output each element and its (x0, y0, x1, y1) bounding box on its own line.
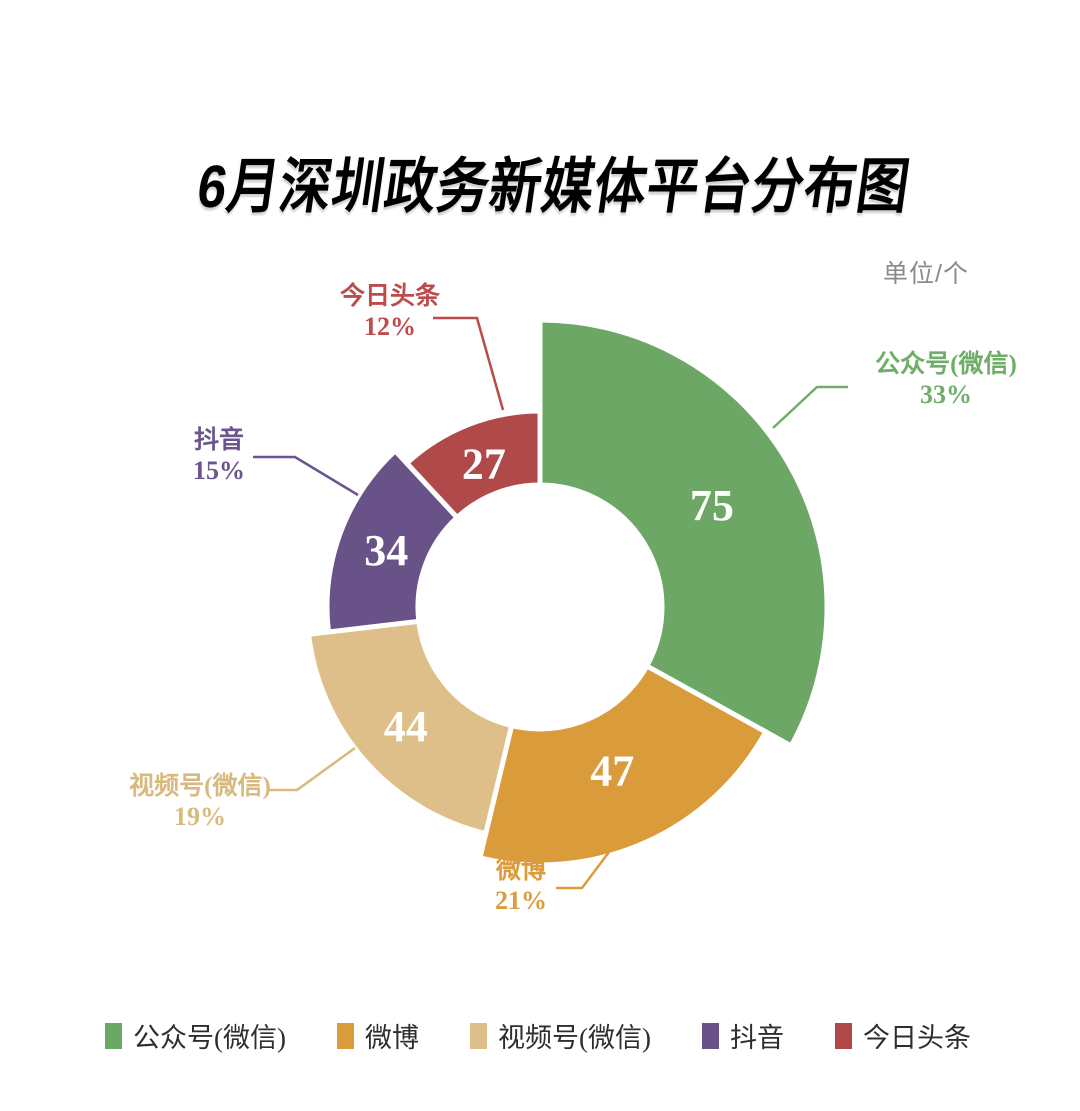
callout-label: 抖音 (193, 427, 244, 454)
callout-douyin: 抖音 15% (193, 426, 245, 486)
legend-swatch-icon (834, 1022, 852, 1049)
chart-legend: 公众号(微信) 微博 视频号(微信) 抖音 今日头条 (105, 1016, 971, 1055)
leader-line-wechat-channels (268, 746, 356, 792)
callout-label: 视频号(微信) (129, 773, 271, 800)
callout-wechat-channels: 视频号(微信) 19% (129, 772, 271, 832)
callout-percent: 33% (920, 380, 972, 409)
callout-percent: 15% (193, 456, 245, 485)
pie-slice-toutiao (403, 408, 543, 522)
legend-label: 今日头条 (862, 1023, 971, 1053)
callout-label: 微博 (495, 857, 546, 884)
legend-label: 视频号(微信) (497, 1023, 651, 1053)
callout-percent: 21% (495, 886, 547, 915)
callout-percent: 12% (363, 312, 416, 341)
leader-line-weibo (556, 847, 613, 890)
legend-item-wechat-channels: 视频号(微信) (469, 1016, 651, 1055)
callout-label: 今日头条 (339, 283, 441, 310)
legend-label: 公众号(微信) (133, 1023, 286, 1053)
slice-value-wechat-official-account: 75 (690, 481, 734, 530)
legend-label: 抖音 (729, 1023, 784, 1053)
legend-item-weibo: 微博 (336, 1016, 419, 1055)
legend-item-toutiao: 今日头条 (834, 1016, 971, 1055)
legend-swatch-icon (701, 1022, 719, 1049)
legend-swatch-icon (336, 1022, 354, 1049)
pie-slice-wechat-official-account (537, 317, 830, 750)
pie-slice-wechat-channels (305, 618, 515, 837)
slice-value-wechat-channels: 44 (384, 702, 428, 751)
legend-swatch-icon (469, 1022, 487, 1049)
leader-line-douyin (253, 455, 359, 497)
slice-value-toutiao: 27 (462, 439, 506, 488)
leader-line-wechat-official-account (772, 385, 848, 429)
callout-percent: 19% (174, 802, 226, 831)
legend-item-wechat-official-account: 公众号(微信) (105, 1016, 286, 1055)
unit-label: 单位/个 (883, 260, 969, 288)
callout-wechat-official-account: 公众号(微信) 33% (875, 350, 1017, 410)
legend-swatch-icon (105, 1022, 122, 1049)
callout-label: 公众号(微信) (875, 351, 1017, 378)
leader-line-toutiao (433, 316, 505, 411)
pie-slice-weibo (476, 662, 770, 868)
callout-weibo: 微博 21% (495, 856, 547, 916)
pie-slice-douyin (324, 447, 461, 635)
callout-toutiao: 今日头条 12% (340, 282, 440, 342)
legend-label: 微博 (364, 1023, 419, 1053)
legend-item-douyin: 抖音 (701, 1016, 784, 1055)
slice-value-douyin: 34 (364, 526, 408, 575)
slice-value-weibo: 47 (590, 746, 634, 795)
